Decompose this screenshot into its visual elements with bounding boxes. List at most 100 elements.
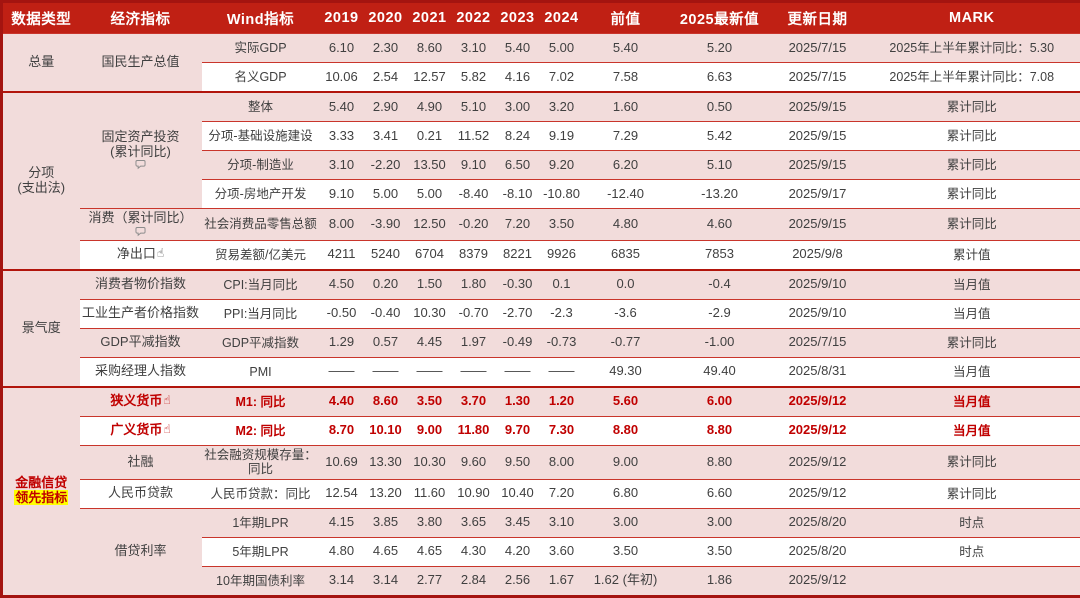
value-cell-2020: 3.41	[364, 122, 408, 151]
header-cell-2: Wind指标	[202, 2, 320, 34]
header-cell-8: 2024	[540, 2, 584, 34]
latest-value-cell: 5.20	[668, 34, 772, 63]
mark-cell: 当月值	[864, 416, 1080, 445]
value-cell-2019: 4.80	[320, 537, 364, 566]
wind-indicator-cell: 分项-基础设施建设	[202, 122, 320, 151]
value-cell-2023: 1.30	[496, 387, 540, 417]
header-cell-11: 更新日期	[772, 2, 864, 34]
value-cell-2020: 3.85	[364, 508, 408, 537]
value-cell-2022: 11.52	[452, 122, 496, 151]
value-cell-2023: -0.49	[496, 328, 540, 357]
header-cell-6: 2022	[452, 2, 496, 34]
update-date-cell: 2025/9/17	[772, 180, 864, 209]
header-cell-4: 2020	[364, 2, 408, 34]
prev-value-cell: 4.80	[584, 209, 668, 241]
value-cell-2023: 4.20	[496, 537, 540, 566]
hand-pointer-icon[interactable]: ☝	[163, 393, 170, 407]
value-cell-2020: 2.54	[364, 63, 408, 93]
latest-value-cell: 8.80	[668, 416, 772, 445]
value-cell-2022: 5.82	[452, 63, 496, 93]
header-cell-1: 经济指标	[80, 2, 202, 34]
value-cell-2024: 3.10	[540, 508, 584, 537]
mark-cell: 2025年上半年累计同比：5.30	[864, 34, 1080, 63]
indicator-cell: 广义货币☝	[80, 416, 202, 445]
hand-pointer-icon[interactable]: ☝	[163, 422, 170, 436]
update-date-cell: 2025/9/12	[772, 387, 864, 417]
value-cell-2020: 2.30	[364, 34, 408, 63]
wind-indicator-cell: 人民币贷款：同比	[202, 479, 320, 508]
value-cell-2021: 4.45	[408, 328, 452, 357]
value-cell-2019: 5.40	[320, 92, 364, 122]
wind-indicator-cell: 分项-制造业	[202, 151, 320, 180]
update-date-cell: 2025/8/20	[772, 508, 864, 537]
value-cell-2022: 8379	[452, 240, 496, 270]
prev-value-cell: 6835	[584, 240, 668, 270]
wind-indicator-cell: PMI	[202, 357, 320, 387]
value-cell-2020: ——	[364, 357, 408, 387]
mark-cell: 累计同比	[864, 445, 1080, 479]
comment-bubble-icon[interactable]	[82, 226, 200, 238]
value-cell-2024: 1.67	[540, 566, 584, 596]
value-cell-2023: 3.00	[496, 92, 540, 122]
value-cell-2019: 3.14	[320, 566, 364, 596]
header-cell-3: 2019	[320, 2, 364, 34]
update-date-cell: 2025/9/8	[772, 240, 864, 270]
prev-value-cell: 5.60	[584, 387, 668, 417]
wind-indicator-cell: 1年期LPR	[202, 508, 320, 537]
value-cell-2023: 10.40	[496, 479, 540, 508]
value-cell-2020: 4.65	[364, 537, 408, 566]
update-date-cell: 2025/9/12	[772, 445, 864, 479]
update-date-cell: 2025/9/10	[772, 299, 864, 328]
mark-cell: 累计同比	[864, 328, 1080, 357]
value-cell-2023: ——	[496, 357, 540, 387]
prev-value-cell: -0.77	[584, 328, 668, 357]
value-cell-2019: 4.15	[320, 508, 364, 537]
wind-indicator-cell: 分项-房地产开发	[202, 180, 320, 209]
value-cell-2023: -0.30	[496, 270, 540, 300]
mark-cell: 时点	[864, 537, 1080, 566]
value-cell-2023: 3.45	[496, 508, 540, 537]
value-cell-2022: 5.10	[452, 92, 496, 122]
mark-cell: 2025年上半年累计同比：7.08	[864, 63, 1080, 93]
value-cell-2021: 3.50	[408, 387, 452, 417]
value-cell-2019: 4211	[320, 240, 364, 270]
wind-indicator-cell: 10年期国债利率	[202, 566, 320, 596]
indicator-cell: 采购经理人指数	[80, 357, 202, 387]
value-cell-2021: 3.80	[408, 508, 452, 537]
data-type-cell: 金融信贷领先指标	[2, 387, 80, 596]
value-cell-2024: 9.20	[540, 151, 584, 180]
mark-cell	[864, 566, 1080, 596]
value-cell-2020: 8.60	[364, 387, 408, 417]
value-cell-2023: 8221	[496, 240, 540, 270]
value-cell-2022: 1.80	[452, 270, 496, 300]
value-cell-2021: 2.77	[408, 566, 452, 596]
update-date-cell: 2025/9/12	[772, 416, 864, 445]
hand-pointer-icon[interactable]: ☝	[157, 246, 164, 260]
latest-value-cell: 3.50	[668, 537, 772, 566]
update-date-cell: 2025/9/10	[772, 270, 864, 300]
data-type-cell: 分项(支出法)	[2, 92, 80, 270]
mark-cell: 累计值	[864, 240, 1080, 270]
wind-indicator-cell: PPI:当月同比	[202, 299, 320, 328]
mark-cell: 当月值	[864, 299, 1080, 328]
header-cell-10: 2025最新值	[668, 2, 772, 34]
indicator-cell: 工业生产者价格指数	[80, 299, 202, 328]
value-cell-2024: 9.19	[540, 122, 584, 151]
mark-cell: 累计同比	[864, 122, 1080, 151]
indicator-cell: 借贷利率	[80, 508, 202, 596]
wind-indicator-cell: 名义GDP	[202, 63, 320, 93]
value-cell-2021: 1.50	[408, 270, 452, 300]
value-cell-2022: -0.20	[452, 209, 496, 241]
value-cell-2024: 7.20	[540, 479, 584, 508]
indicator-cell: GDP平减指数	[80, 328, 202, 357]
comment-bubble-icon[interactable]	[82, 159, 200, 171]
prev-value-cell: 6.20	[584, 151, 668, 180]
update-date-cell: 2025/9/15	[772, 209, 864, 241]
value-cell-2024: 3.20	[540, 92, 584, 122]
highlighted-label: 领先指标	[14, 490, 68, 505]
